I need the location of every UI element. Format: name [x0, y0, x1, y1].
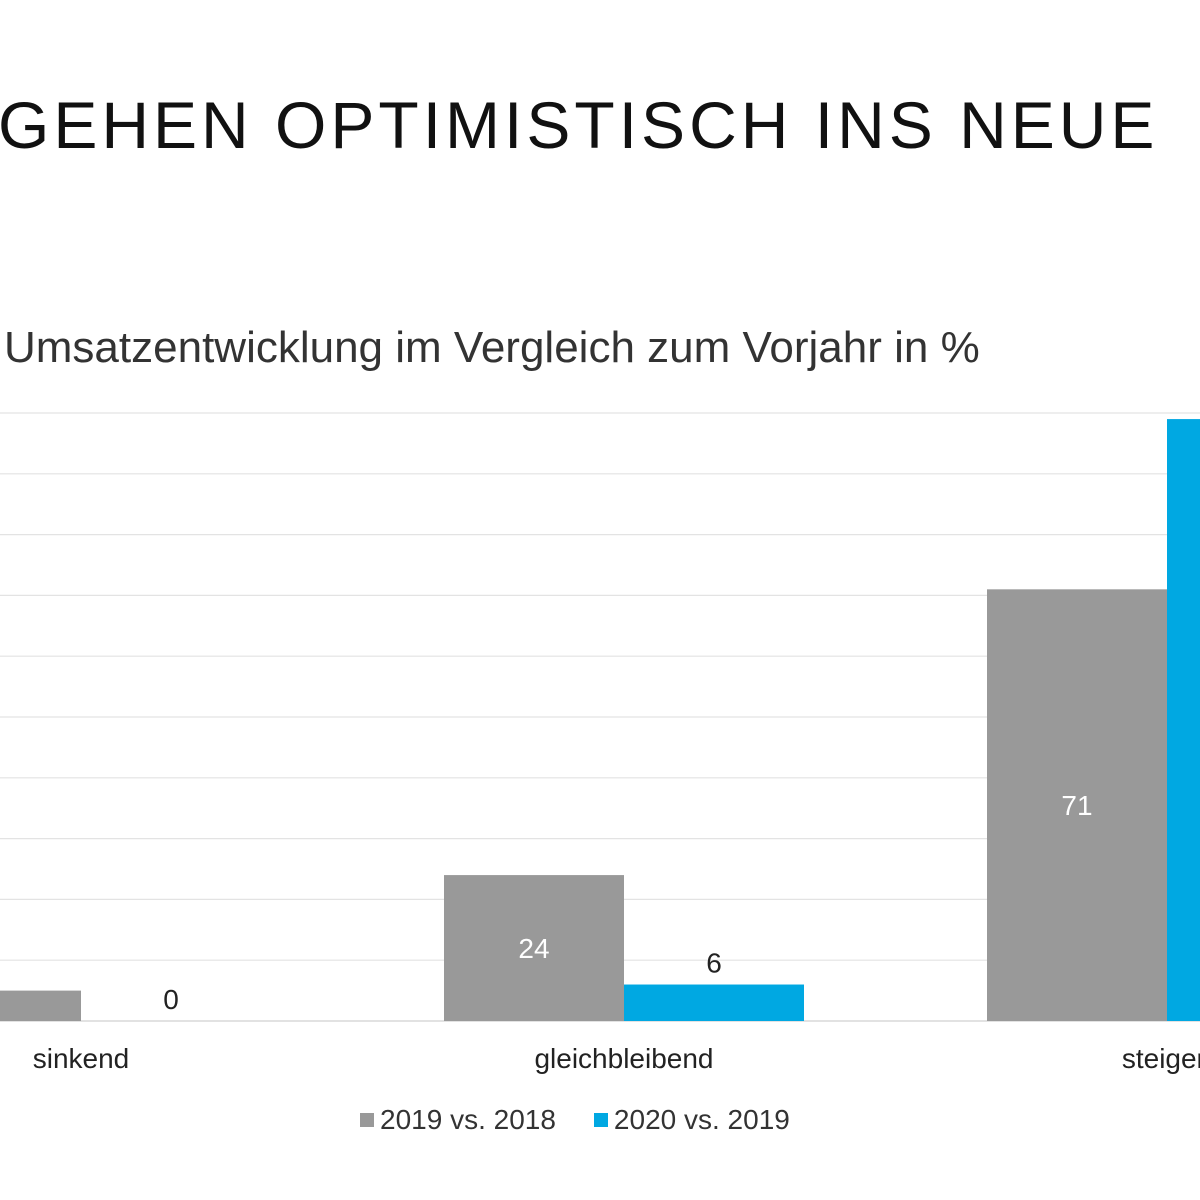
category-label-sinkend: sinkend — [33, 1043, 130, 1074]
legend-swatch-series-2 — [593, 1113, 608, 1127]
legend-swatch-series-1 — [360, 1113, 374, 1127]
data-label-gleichbleibend-series-1: 24 — [518, 933, 549, 964]
category-label-steigen: steigen — [1122, 1043, 1200, 1074]
data-label-steigen-series-1: 71 — [1061, 790, 1092, 821]
bars — [0, 419, 1200, 1022]
headline: GEHEN OPTIMISTISCH INS NEUE — [0, 88, 1159, 162]
legend-label-series-1: 2019 vs. 2018 — [380, 1104, 556, 1135]
category-label-gleichbleibend: gleichbleibend — [534, 1043, 713, 1074]
legend-item-series-1: 2019 vs. 2018 — [360, 1104, 556, 1136]
data-label-sinkend-series-2: 0 — [163, 984, 179, 1015]
bar-steigen-series-1 — [987, 589, 1167, 1021]
chart-title: Umsatzentwicklung im Vergleich zum Vorja… — [4, 323, 980, 372]
legend-label-series-2: 2020 vs. 2019 — [613, 1104, 790, 1135]
bar-sinkend-series-1 — [0, 990, 81, 1021]
legend: 2019 vs. 2018 2020 vs. 2019 — [360, 1104, 790, 1136]
data-label-gleichbleibend-series-2: 6 — [706, 948, 722, 979]
category-labels: sinkend gleichbleibend steigen — [33, 1043, 1200, 1074]
bar-gleichbleibend-series-2 — [624, 984, 804, 1021]
legend-item-series-2: 2020 vs. 2019 — [593, 1104, 790, 1136]
bar-steigen-series-2 — [1167, 419, 1200, 1022]
bar-labels: 0 24 6 71 — [163, 790, 1092, 1015]
bar-gleichbleibend-series-1 — [444, 875, 624, 1021]
